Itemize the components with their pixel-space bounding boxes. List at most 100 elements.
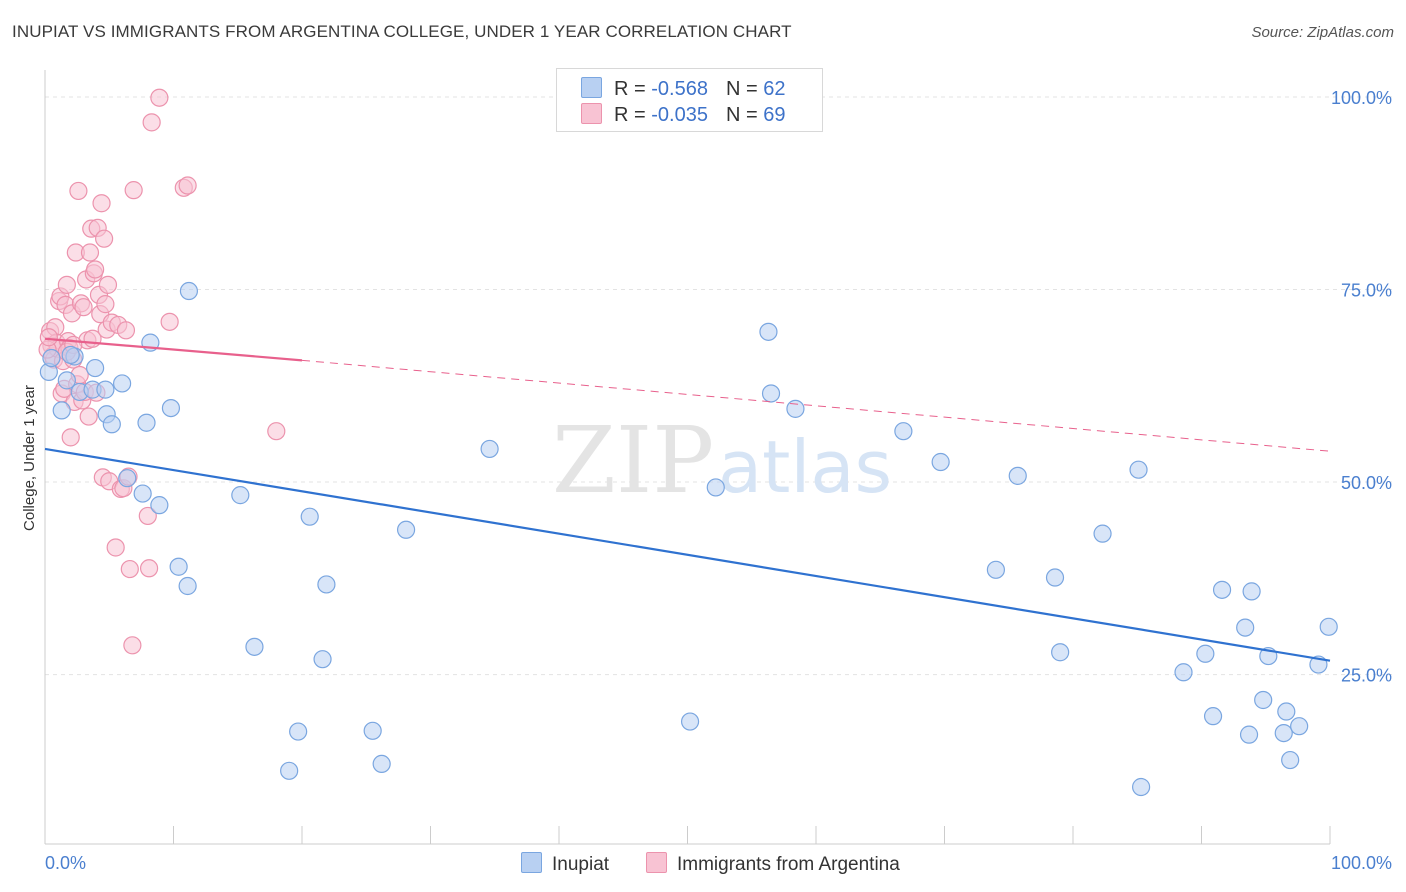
inupiat-point <box>179 281 199 301</box>
legend-swatch-pink <box>581 103 602 124</box>
legend-r-value: -0.035 <box>651 104 708 126</box>
inupiat-point <box>372 754 391 774</box>
legend-n-label: N = <box>725 78 764 100</box>
inupiat-point <box>1290 717 1309 736</box>
argentina-point <box>79 407 98 426</box>
inupiat-point <box>178 576 197 596</box>
inupiat-trendline <box>44 447 1331 662</box>
inupiat-point <box>1132 777 1151 797</box>
inupiat-point <box>112 374 132 393</box>
inupiat-point <box>1254 690 1273 710</box>
argentina-point <box>80 243 100 262</box>
legend-r-value: -0.568 <box>651 78 708 100</box>
inupiat-point <box>137 413 156 432</box>
watermark-zip: ZIP <box>552 407 714 514</box>
argentina-point <box>120 559 139 579</box>
argentina-point <box>92 194 111 213</box>
y-tick-label: 25.0% <box>1341 666 1392 686</box>
stats-legend: R = -0.568 N = 62 R = -0.035 N = 69 <box>556 68 823 132</box>
series-argentina-points <box>38 88 286 655</box>
bottom-legend-inupiat: Inupiat <box>521 852 609 876</box>
inupiat-point <box>150 496 169 515</box>
argentina-point <box>267 422 286 441</box>
inupiat-point <box>1203 707 1223 726</box>
inupiat-point <box>1212 580 1232 599</box>
inupiat-point <box>280 761 299 780</box>
argentina-point <box>39 328 58 347</box>
y-tick-label: 50.0% <box>1341 473 1392 493</box>
chart-title: INUPIAT VS IMMIGRANTS FROM ARGENTINA COL… <box>12 22 792 41</box>
inupiat-point <box>1008 466 1027 485</box>
inupiat-point <box>42 348 61 368</box>
bottom-legend-label-inupiat: Inupiat <box>552 854 610 875</box>
inupiat-point <box>894 422 913 441</box>
inupiat-point <box>1129 460 1148 479</box>
inupiat-point <box>133 484 152 503</box>
argentina-trendline-extension <box>301 359 1331 452</box>
inupiat-point <box>96 380 115 399</box>
x-tick-label-max: 100.0% <box>1331 853 1392 873</box>
y-tick-labels: 25.0% 50.0% 75.0% 100.0% <box>1331 88 1392 686</box>
axes <box>44 70 1331 845</box>
bottom-legend-argentina: Immigrants from Argentina <box>646 852 900 876</box>
x-tick-label-min: 0.0% <box>45 853 86 873</box>
legend-n-label: N = <box>725 104 764 126</box>
inupiat-point <box>1236 618 1255 637</box>
inupiat-point <box>986 560 1006 579</box>
argentina-point <box>98 275 118 294</box>
watermark-atlas: atlas <box>718 425 892 509</box>
inupiat-point <box>102 415 121 434</box>
inupiat-point <box>86 358 105 378</box>
argentina-point <box>69 181 88 201</box>
argentina-point <box>74 298 93 317</box>
legend-n-value: 69 <box>763 104 786 126</box>
inupiat-point <box>231 486 250 505</box>
argentina-point <box>61 428 80 447</box>
inupiat-point <box>57 371 76 390</box>
inupiat-point <box>480 439 499 459</box>
argentina-point <box>96 295 115 314</box>
inupiat-point <box>61 345 80 365</box>
source-label: Source: ZipAtlas.com <box>1251 24 1394 41</box>
argentina-point <box>95 229 114 248</box>
argentina-point <box>142 113 161 132</box>
bottom-legend-swatch-pink <box>646 852 667 873</box>
inupiat-point <box>300 507 319 526</box>
inupiat-point <box>1277 702 1296 721</box>
argentina-point <box>139 559 159 578</box>
inupiat-point <box>118 469 137 488</box>
argentina-point <box>116 321 136 340</box>
argentina-point <box>124 181 143 200</box>
argentina-point <box>150 88 169 107</box>
argentina-point <box>138 506 157 526</box>
legend-row-inupiat: R = -0.568 N = 62 <box>581 77 785 101</box>
x-tick-labels: 0.0% 100.0% <box>45 853 1392 873</box>
inupiat-point <box>1319 617 1338 636</box>
inupiat-point <box>1242 582 1261 601</box>
inupiat-point <box>396 520 416 539</box>
argentina-trendline <box>44 337 303 362</box>
inupiat-point <box>931 452 950 472</box>
inupiat-point <box>52 401 71 420</box>
bottom-legend-label-argentina: Immigrants from Argentina <box>677 854 900 875</box>
inupiat-point <box>1196 644 1215 663</box>
inupiat-point <box>1045 568 1065 587</box>
legend-n-value: 62 <box>763 78 786 100</box>
inupiat-point <box>313 650 332 669</box>
inupiat-point <box>1281 750 1300 770</box>
y-axis-label: College, Under 1 year <box>21 385 38 531</box>
legend-r-label: R = <box>614 104 652 126</box>
argentina-point <box>178 176 197 195</box>
series-inupiat-points <box>39 281 1338 797</box>
inupiat-point <box>363 721 382 740</box>
trendlines <box>44 337 1331 662</box>
inupiat-point <box>1174 663 1193 682</box>
inupiat-point <box>317 575 336 594</box>
inupiat-point <box>680 712 700 731</box>
argentina-point <box>123 636 142 655</box>
inupiat-point <box>169 557 188 576</box>
inupiat-point <box>161 398 181 418</box>
inupiat-point <box>1093 524 1112 543</box>
argentina-point <box>57 275 76 294</box>
